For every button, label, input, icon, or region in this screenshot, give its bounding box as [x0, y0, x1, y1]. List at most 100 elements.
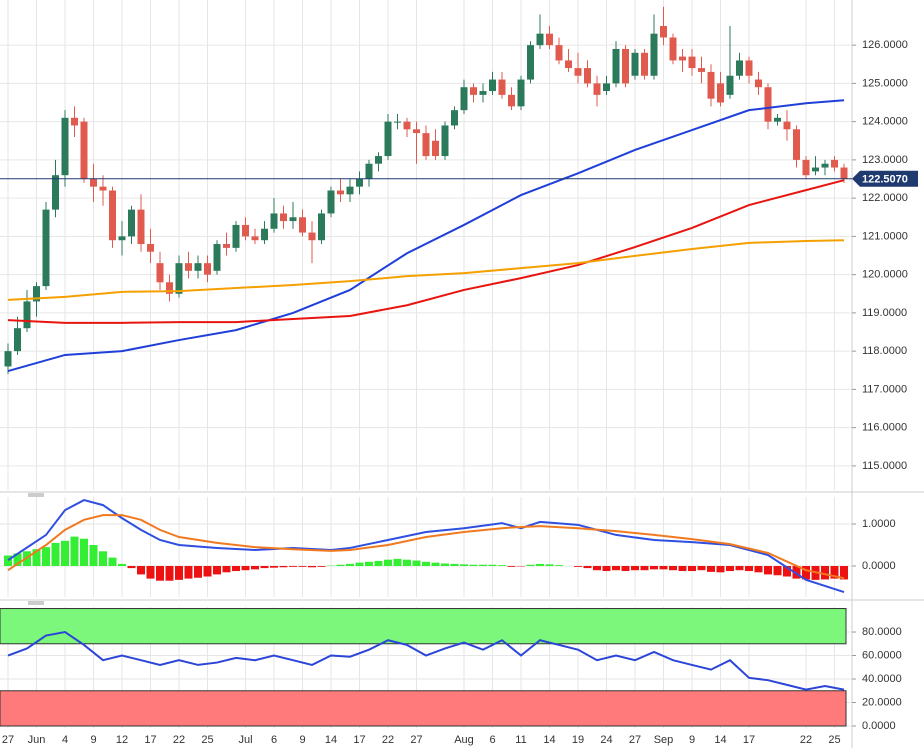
candle-body [61, 117, 69, 176]
y-tick-label: 60.0000 [862, 649, 902, 661]
histogram-bar [545, 564, 554, 567]
candle-body [194, 263, 202, 271]
histogram-bar [260, 566, 269, 569]
histogram-bar [574, 566, 582, 567]
candle-body [128, 209, 135, 237]
candle-body [508, 94, 515, 107]
candle-body [631, 52, 639, 76]
y-tick-label: 80.0000 [862, 626, 902, 638]
histogram-bar [89, 545, 98, 567]
x-tick-label: Sep [654, 734, 674, 746]
candle-body [384, 121, 392, 157]
candle-body [118, 236, 126, 241]
histogram-bar [773, 566, 782, 576]
histogram-bar [830, 566, 839, 579]
candle-body [109, 190, 116, 241]
y-tick-label: 126.0000 [862, 39, 908, 51]
candle-body [584, 68, 591, 84]
histogram-bar [707, 566, 715, 572]
candle-body [413, 129, 420, 134]
x-tick-label: 17 [144, 734, 156, 746]
histogram-bar [222, 566, 231, 573]
histogram-bar [821, 566, 829, 580]
histogram-bar [13, 553, 22, 567]
candle-body [23, 301, 31, 329]
histogram-bar [621, 566, 630, 572]
histogram-bar [792, 566, 801, 579]
candle-body [745, 60, 753, 76]
histogram-bar [441, 563, 449, 567]
candle-body [660, 26, 667, 38]
histogram-bar [412, 560, 421, 567]
candle-body [546, 33, 553, 46]
candle-body [812, 167, 819, 172]
y-tick-label: 119.0000 [862, 307, 907, 319]
histogram-bar [118, 563, 126, 567]
histogram-bar [555, 565, 563, 567]
candle-body [755, 79, 762, 88]
histogram-bar [251, 566, 259, 570]
candle-body [185, 263, 192, 271]
candle-body [356, 179, 363, 187]
candle-body [688, 56, 696, 69]
y-tick-label: 1.0000 [862, 518, 896, 530]
histogram-bar [108, 557, 117, 567]
candle-body [289, 217, 297, 222]
candle-body [802, 159, 810, 176]
panel-handle[interactable] [26, 601, 46, 606]
candle-body [527, 45, 534, 80]
x-tick-label: 24 [600, 734, 612, 746]
panel-handle[interactable] [26, 493, 46, 498]
histogram-bar [783, 566, 791, 577]
histogram-bar [203, 566, 212, 577]
histogram-bar [355, 562, 364, 567]
series-line [7, 239, 845, 301]
histogram-bar [279, 566, 288, 568]
histogram-bar [536, 563, 544, 567]
candle-body [175, 263, 183, 294]
candle-body [536, 33, 544, 46]
histogram-bar [32, 549, 41, 567]
histogram-bar [697, 566, 706, 571]
histogram-bar [526, 564, 535, 567]
series-line [7, 179, 845, 324]
candle-body [460, 87, 468, 111]
candle-body [622, 48, 629, 84]
histogram-bar [498, 565, 506, 567]
candle-body [679, 56, 686, 61]
candle-body [242, 224, 249, 237]
y-tick-label: 40.0000 [862, 673, 902, 685]
candle-body [774, 117, 781, 122]
x-tick-label: 4 [62, 734, 68, 746]
histogram-bar [678, 566, 687, 572]
zone-band [0, 608, 847, 645]
candle-body [441, 125, 449, 157]
candle-body [422, 133, 430, 157]
histogram-bar [745, 566, 753, 572]
x-tick-label: 27 [629, 734, 641, 746]
label-layer: 27 Jun 4 9 12 17 22 25 Jul 6 9 14 17 22 27 Aug 6 11 14 19 24… [2, 39, 918, 746]
histogram-bar [431, 562, 440, 567]
candle-body [261, 228, 268, 241]
candle-body [555, 45, 563, 61]
candle-body [280, 213, 287, 222]
candle-body [299, 217, 306, 233]
histogram-bar [460, 564, 468, 567]
histogram-bar [213, 566, 221, 575]
y-tick-label: 20.0000 [862, 696, 902, 708]
candle-body [470, 87, 477, 95]
x-tick-label: 27 [2, 734, 14, 746]
histogram-bar [802, 566, 810, 580]
histogram-bar [450, 563, 459, 567]
candle-body [327, 190, 335, 214]
candle-body [80, 121, 88, 180]
candle-body [517, 79, 525, 107]
candle-body [498, 79, 506, 95]
candle-body [840, 167, 848, 180]
histogram-bar [764, 566, 772, 575]
x-tick-label: 25 [828, 734, 840, 746]
histogram-bar [232, 566, 240, 572]
x-tick-label: Jul [238, 734, 252, 746]
histogram-bar [156, 566, 164, 581]
